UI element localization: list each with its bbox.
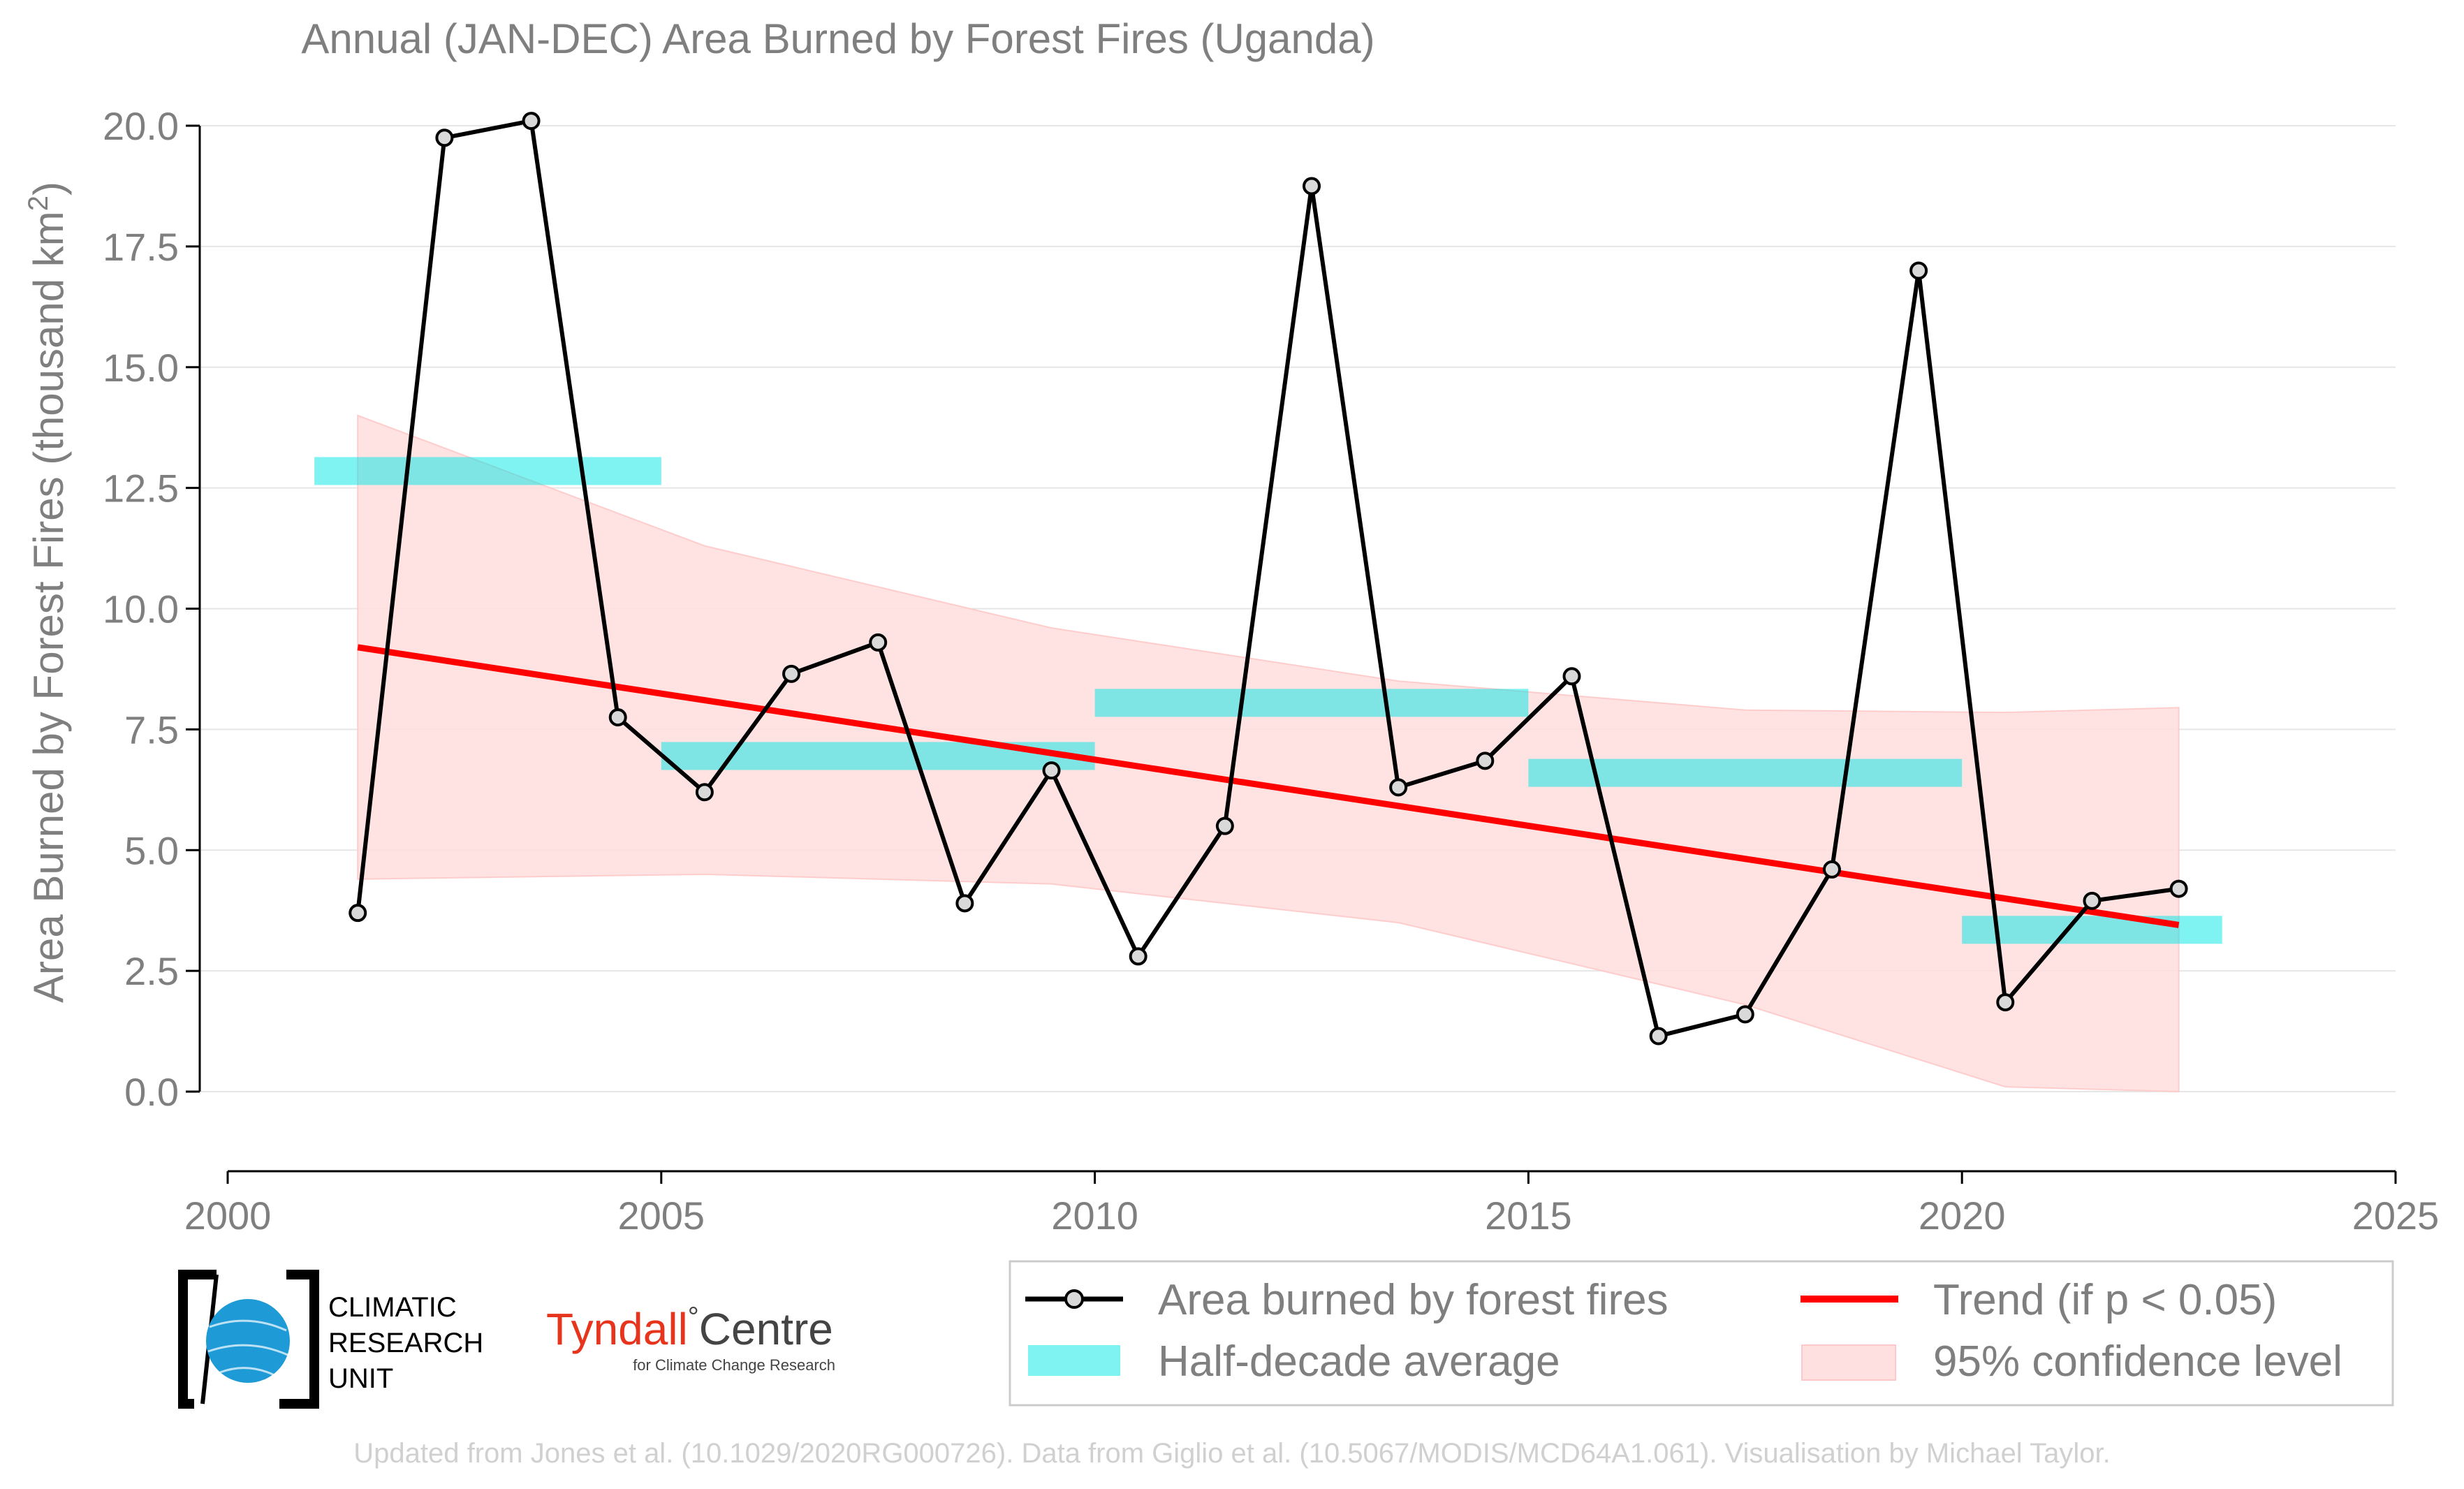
trend-layer: [357, 644, 2180, 928]
half-decade-bar: [1094, 689, 1529, 717]
data-point: [2083, 891, 2102, 910]
cru-text-1: CLIMATIC: [328, 1292, 457, 1323]
data-point: [435, 129, 454, 147]
y-tick-label: 10.0: [103, 587, 179, 631]
data-point: [782, 664, 801, 683]
half-decade-average-layer: [314, 457, 2222, 944]
data-point: [1389, 778, 1408, 797]
y-tick-label: 2.5: [124, 949, 179, 993]
data-point: [608, 708, 627, 727]
data-point: [2169, 879, 2188, 898]
data-point: [869, 633, 888, 652]
data-point: [1042, 761, 1061, 780]
data-point: [955, 894, 974, 913]
x-tick-label: 2025: [2352, 1194, 2440, 1238]
data-point: [1996, 993, 2015, 1012]
legend-label-confidence: 95% confidence level: [1933, 1337, 2342, 1386]
x-tick-label: 2010: [1051, 1194, 1138, 1238]
x-tick-label: 2015: [1485, 1194, 1572, 1238]
y-tick-label: 7.5: [124, 707, 179, 751]
y-tick-label: 0.0: [124, 1070, 179, 1114]
half-decade-bar: [1962, 916, 2222, 944]
data-point: [1476, 751, 1495, 770]
half-decade-bar: [314, 457, 661, 485]
y-tick-label: 12.5: [103, 467, 179, 511]
data-point: [349, 904, 367, 923]
legend-half-decade-swatch: [1028, 1345, 1120, 1376]
legend-label-trend: Trend (if p < 0.05): [1933, 1276, 2277, 1324]
series-line: [355, 119, 2180, 1039]
half-decade-bar: [1528, 758, 1963, 787]
y-tick-label: 15.0: [103, 346, 179, 390]
tick-labels: 0.0 2.5 5.0 7.5 10.0 12.5 15.0 17.5 20.0 2000 2005…: [103, 104, 2439, 1238]
series-layer: [349, 112, 2188, 1046]
data-point: [1909, 261, 1928, 280]
cru-globe-lines: [207, 1319, 288, 1377]
x-tick-label: 2005: [618, 1194, 705, 1238]
legend-label-half-decade: Half-decade average: [1158, 1337, 1560, 1386]
chart-title: Annual (JAN-DEC) Area Burned by Forest F…: [301, 15, 1374, 62]
footer-credit: Updated from Jones et al. (10.1029/2020R…: [353, 1438, 2110, 1469]
data-point: [1822, 860, 1841, 879]
x-tick-label: 2020: [1919, 1194, 2006, 1238]
y-tick-label: 5.0: [124, 828, 179, 872]
confidence-band-layer: [357, 414, 2180, 1093]
data-point: [695, 783, 714, 802]
x-tick-label: 2000: [184, 1194, 272, 1238]
y-tick-label: 20.0: [103, 104, 179, 148]
data-point: [1215, 816, 1234, 835]
y-axis-label: Area Burned by Forest Fires (thousand km…: [23, 182, 72, 1003]
axes: [186, 124, 2397, 1184]
confidence-band: [357, 414, 2180, 1093]
data-point: [1562, 667, 1581, 686]
data-point: [522, 112, 541, 131]
data-point: [1736, 1005, 1754, 1024]
cru-bracket-left: [178, 1270, 217, 1409]
cru-bracket-right: [279, 1270, 319, 1409]
legend: Area burned by forest fires Half-decade …: [1009, 1260, 2394, 1407]
tyndall-logo: Tyndall°Centre for Climate Change Resear…: [546, 1302, 835, 1374]
y-tick-label: 17.5: [103, 225, 179, 269]
cru-globe-icon: [206, 1299, 290, 1383]
data-point: [1649, 1027, 1668, 1046]
data-point: [1303, 177, 1321, 196]
trend-line: [357, 644, 2180, 928]
cru-logo: CLIMATIC RESEARCH UNIT: [178, 1270, 483, 1409]
legend-box: [1009, 1260, 2394, 1407]
data-point: [1129, 947, 1147, 966]
tyndall-logo-text: Tyndall°Centre: [546, 1302, 833, 1354]
tyndall-subtitle: for Climate Change Research: [633, 1356, 835, 1374]
legend-marker-swatch: [1064, 1289, 1084, 1309]
cru-text-3: UNIT: [328, 1363, 393, 1394]
cru-text-2: RESEARCH: [328, 1328, 483, 1358]
legend-confidence-swatch: [1801, 1344, 1896, 1381]
legend-label-series: Area burned by forest fires: [1158, 1276, 1669, 1324]
